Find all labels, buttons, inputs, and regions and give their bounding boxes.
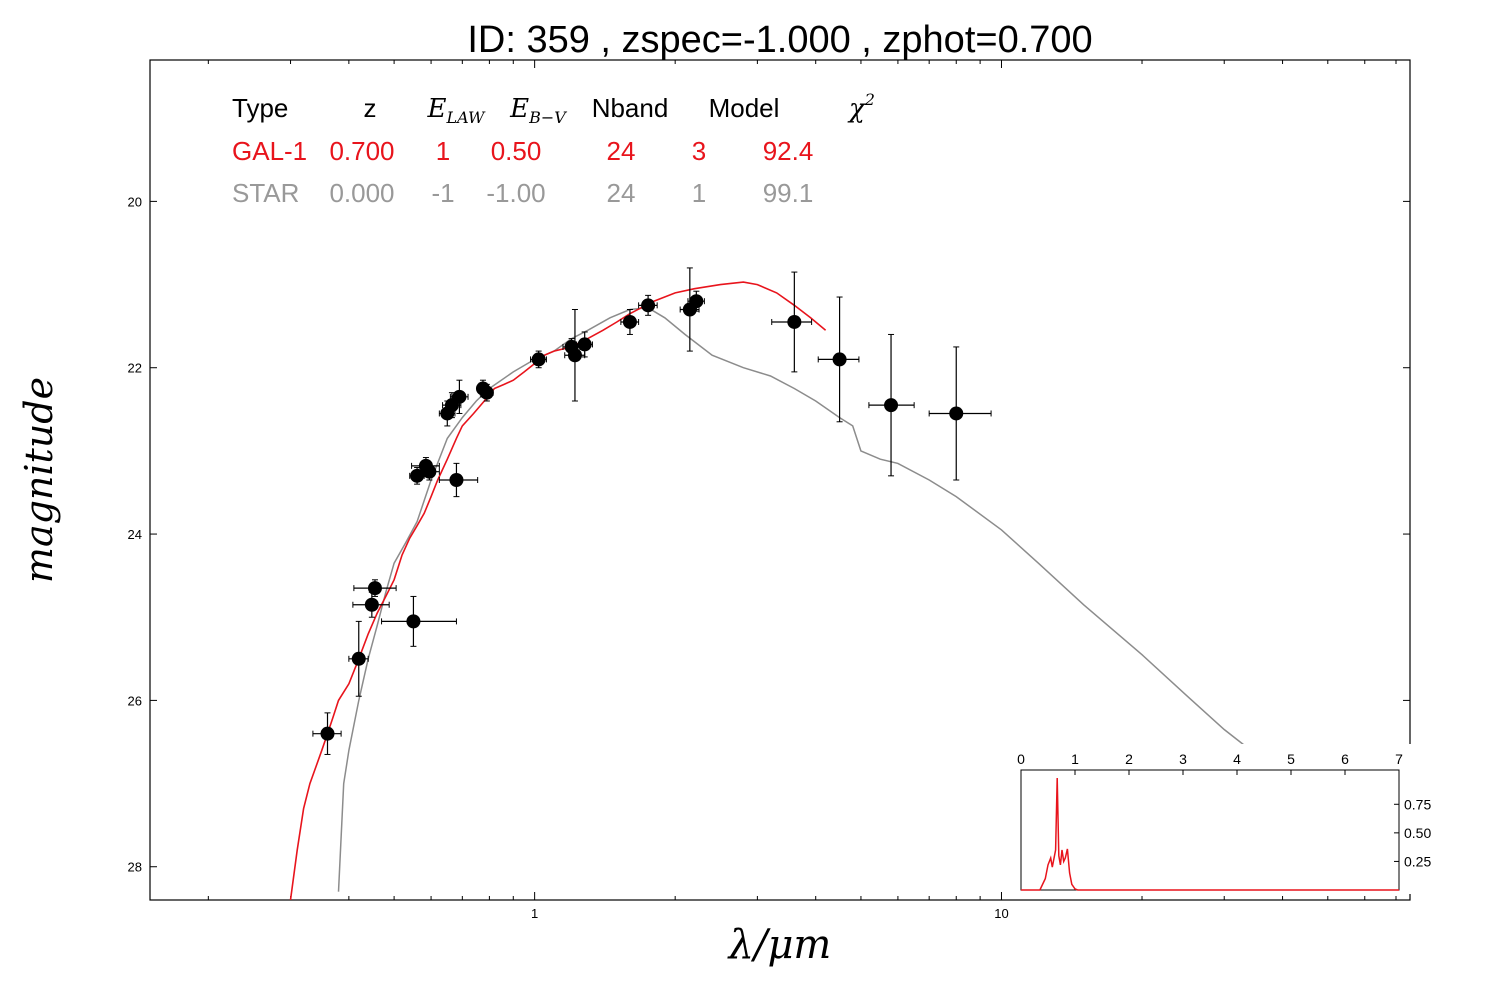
- fit-results-table: Type z ELAW EB−V Nband Model χ2 GAL-1 0.700 1 0.50…: [232, 90, 875, 208]
- photometry-point: [452, 389, 467, 404]
- star-sed-line: [337, 307, 1410, 892]
- photometry-point: [364, 597, 379, 612]
- photometry-point: [449, 473, 464, 487]
- x-axis-label: λ/μm: [727, 922, 832, 968]
- inset-y-tick-label: 0.25: [1404, 853, 1431, 869]
- table-cell: -1: [431, 178, 454, 208]
- redshift-pdf-inset: 0 1 2 3 4 5 6 7 0.25 0.50 0.75: [1017, 744, 1447, 894]
- photometry-point: [949, 406, 964, 421]
- inset-x-tick-label: 1: [1071, 751, 1079, 767]
- photometry-point: [320, 726, 335, 741]
- inset-y-tick-label: 0.50: [1404, 825, 1431, 841]
- photometry-point: [567, 348, 582, 363]
- x-tick-label: 1: [531, 906, 538, 921]
- photometry-point: [787, 314, 802, 329]
- table-cell: 92.4: [763, 136, 814, 166]
- photometry-point: [422, 464, 437, 479]
- plot-area: [289, 267, 1410, 900]
- table-cell: 3: [692, 136, 706, 166]
- table-cell: STAR: [232, 178, 299, 208]
- table-cell: -1.00: [486, 178, 545, 208]
- table-header: z: [364, 93, 377, 123]
- table-cell: 0.000: [329, 178, 394, 208]
- photometry-point: [410, 468, 425, 483]
- photometry-point: [641, 298, 656, 313]
- table-header: Type: [232, 93, 288, 123]
- table-cell: 24: [607, 178, 636, 208]
- inset-y-tick-label: 0.75: [1404, 796, 1431, 812]
- photometry-point: [406, 614, 421, 629]
- inset-x-tick-label: 4: [1233, 751, 1241, 767]
- table-cell: 0.50: [491, 136, 542, 166]
- inset-x-tick-label: 5: [1287, 751, 1295, 767]
- inset-x-tick-label: 6: [1341, 751, 1349, 767]
- galaxy-sed-line: [289, 281, 827, 900]
- table-header: Nband: [592, 93, 669, 123]
- pdf-curve: [1021, 777, 1399, 891]
- y-tick-label: 22: [128, 361, 142, 376]
- table-header: χ2: [847, 90, 875, 124]
- table-cell: 0.700: [329, 136, 394, 166]
- table-header: EB−V: [509, 94, 567, 127]
- inset-x-tick-label: 2: [1125, 751, 1133, 767]
- y-tick-label: 20: [128, 194, 142, 209]
- photometry-point: [351, 651, 366, 666]
- photometry-point: [531, 352, 546, 367]
- inset-x-tick-label: 0: [1017, 751, 1025, 767]
- inset-x-tick-label: 3: [1179, 751, 1187, 767]
- photometry-point: [622, 314, 637, 329]
- y-tick-label: 26: [128, 693, 142, 708]
- table-cell: 24: [607, 136, 636, 166]
- table-header: ELAW: [427, 94, 487, 127]
- photometry-point: [884, 398, 899, 413]
- photometry-point: [689, 294, 704, 309]
- x-tick-label: 10: [994, 906, 1008, 921]
- y-axis-label: magnitude: [17, 377, 61, 583]
- table-cell: 99.1: [763, 178, 814, 208]
- table-cell: GAL-1: [232, 136, 307, 166]
- inset-x-tick-label: 7: [1395, 751, 1403, 767]
- inset-background: [1017, 744, 1447, 894]
- plot-frame: [149, 59, 1411, 901]
- photometry-point: [832, 352, 847, 367]
- table-header: Model: [709, 93, 780, 123]
- table-cell: 1: [692, 178, 706, 208]
- photometry-point: [479, 385, 494, 400]
- photometry-point: [577, 337, 592, 352]
- photometry-point: [367, 581, 382, 596]
- y-tick-label: 28: [128, 860, 142, 875]
- chart-title: ID: 359 , zspec=-1.000 , zphot=0.700: [467, 19, 1092, 61]
- y-tick-label: 24: [128, 527, 142, 542]
- table-cell: 1: [436, 136, 450, 166]
